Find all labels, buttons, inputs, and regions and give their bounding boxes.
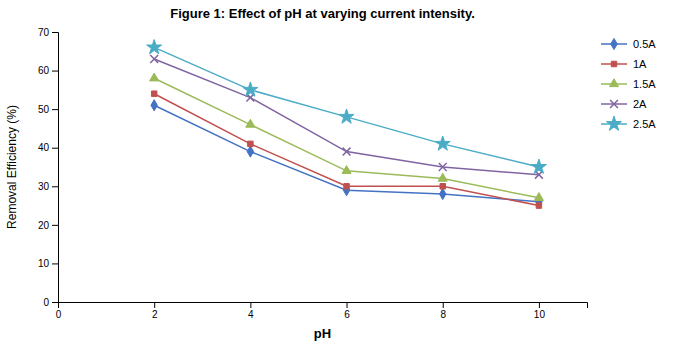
legend-marker [610, 100, 618, 108]
point [150, 73, 159, 81]
x-axis-tick-mark [154, 302, 155, 308]
y-axis-tick: 0 [43, 297, 58, 308]
series-line [154, 47, 539, 167]
point [435, 136, 450, 150]
series [150, 55, 543, 179]
point [531, 159, 546, 173]
y-axis-tick-mark [52, 71, 58, 72]
legend-entry: 0.5A [601, 38, 656, 50]
y-axis-tick-mark [52, 32, 58, 33]
legend-marker [611, 61, 616, 66]
y-axis-line [52, 33, 59, 303]
plot: 0 2 4 6 8 10 0 10 20 30 40 50 60 70 [38, 27, 588, 320]
y-axis-title: Removal Efficiency (%) [5, 105, 19, 229]
x-axis-tick-label: 0 [56, 309, 62, 320]
point [536, 203, 541, 208]
x-axis-tick-mark [443, 302, 444, 308]
y-axis-tick-mark [52, 109, 58, 110]
point [243, 82, 258, 96]
y-axis-tick: 50 [38, 104, 58, 115]
x-axis-tick-mark [347, 302, 348, 308]
x-axis-tick: 6 [344, 302, 350, 320]
series [147, 40, 547, 174]
point [147, 40, 162, 54]
point [247, 146, 253, 157]
legend-entry: 2A [601, 98, 647, 110]
x-axis-tick: 2 [152, 302, 158, 320]
legend-label: 1.5A [633, 78, 656, 90]
y-axis-tick: 20 [38, 220, 58, 231]
y-axis-tick: 60 [38, 65, 58, 76]
point [248, 141, 253, 146]
legend-label: 1A [633, 58, 647, 70]
point [439, 163, 447, 171]
x-axis-tick: 0 [56, 302, 62, 320]
chart: 0 2 4 6 8 10 0 10 20 30 40 50 60 70 Figure 1: Effect o… [0, 0, 677, 348]
x-axis-tick-label: 8 [440, 309, 446, 320]
x-axis-tick: 4 [248, 302, 254, 320]
legend-marker [606, 116, 621, 130]
point [150, 55, 158, 63]
legend-entry: 1.5A [601, 78, 656, 90]
y-axis-tick-label: 40 [38, 142, 50, 153]
point [342, 166, 351, 174]
legend-marker [609, 79, 618, 87]
y-axis-tick-mark [52, 225, 58, 226]
y-axis-tick-label: 20 [38, 220, 50, 231]
title: Figure 1: Effect of pH at varying curren… [170, 6, 475, 21]
legend-entry: 1A [601, 58, 647, 70]
point [343, 148, 351, 156]
y-axis-tick-label: 0 [43, 297, 49, 308]
series [151, 91, 541, 208]
series-line [154, 94, 539, 206]
x-axis-title: pH [314, 326, 331, 341]
x-axis-tick-mark [250, 302, 251, 308]
y-axis-tick: 10 [38, 258, 58, 269]
y-axis-tick-mark [52, 263, 58, 264]
x-axis-line [59, 303, 588, 309]
legend-label: 2.5A [633, 118, 656, 130]
series [150, 73, 544, 200]
y-axis-tick-label: 60 [38, 65, 50, 76]
point [151, 91, 156, 96]
point [344, 184, 349, 189]
x-axis-tick-label: 10 [534, 309, 546, 320]
y-axis-tick-label: 70 [38, 27, 50, 38]
legend-label: 2A [633, 98, 647, 110]
y-axis: 0 10 20 30 40 50 60 70 [38, 27, 59, 308]
y-axis-tick-mark [52, 302, 58, 303]
point [534, 193, 543, 201]
marks [147, 40, 547, 209]
point [440, 184, 445, 189]
point [339, 109, 354, 123]
y-axis-tick-mark [52, 148, 58, 149]
x-axis-tick: 10 [534, 302, 546, 320]
series-line [154, 59, 539, 175]
legend-entry: 2.5A [601, 116, 656, 130]
legend-marker [611, 38, 617, 49]
point [246, 119, 255, 127]
legend: 0.5A 1A 1.5A 2A 2.5A [601, 38, 656, 131]
y-axis-tick-label: 50 [38, 104, 50, 115]
y-axis-tick: 40 [38, 142, 58, 153]
x-axis-tick-mark [539, 302, 540, 308]
x-axis-tick: 8 [440, 302, 446, 320]
y-axis-tick: 70 [38, 27, 58, 38]
legend-label: 0.5A [633, 38, 656, 50]
y-axis-tick: 30 [38, 181, 58, 192]
x-axis-tick-label: 6 [344, 309, 350, 320]
series-line [154, 78, 539, 198]
point [440, 188, 446, 199]
x-axis-tick-label: 2 [152, 309, 158, 320]
y-axis-tick-mark [52, 186, 58, 187]
y-axis-tick-label: 30 [38, 181, 50, 192]
x-axis-tick-label: 4 [248, 309, 254, 320]
point [438, 173, 447, 181]
point [151, 100, 157, 111]
x-axis: 0 2 4 6 8 10 [56, 302, 588, 320]
y-axis-tick-label: 10 [38, 258, 50, 269]
